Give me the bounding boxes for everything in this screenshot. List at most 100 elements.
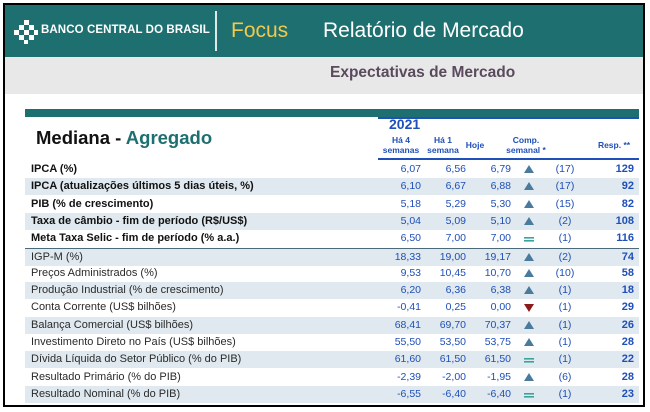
value-four-weeks: -0,41	[397, 301, 421, 314]
responses-count: 22	[621, 353, 634, 366]
weekly-count: (1)	[558, 387, 572, 400]
value-one-week: 6,56	[445, 163, 466, 175]
row-label: Dívida Líquida do Setor Público (% do PI…	[31, 353, 242, 366]
value-one-week: -2,00	[442, 370, 466, 383]
col-header-today: Hoje	[465, 140, 485, 150]
value-one-week: 7,00	[445, 232, 466, 245]
responses-count: 18	[621, 284, 634, 297]
report-frame: BANCO CENTRAL DO BRASIL Focus Relatório …	[3, 3, 645, 407]
value-today: 5,10	[490, 214, 511, 227]
row-label: IPCA (atualizações últimos 5 dias úteis,…	[31, 180, 254, 193]
table-row: Resultado Nominal (% do PIB) -6,55 -6,40 -6…	[25, 385, 639, 403]
table-row: Preços Administrados (%) 9,53 10,45 10,70 (1…	[25, 265, 639, 282]
table-row: IGP-M (%) 18,33 19,00 19,17 (2) 74	[25, 247, 639, 266]
value-four-weeks: -2,39	[397, 370, 421, 383]
responses-count: 116	[616, 232, 634, 245]
weekly-count: (15)	[555, 197, 575, 210]
value-one-week: 5,29	[445, 197, 466, 210]
weekly-count: (1)	[558, 301, 572, 314]
weekly-count: (2)	[558, 214, 572, 227]
banner-divider	[215, 11, 217, 51]
value-today: 6,38	[490, 284, 511, 297]
value-today: 61,50	[484, 353, 511, 366]
value-today: 6,88	[490, 180, 511, 193]
weekly-count: (1)	[558, 232, 572, 245]
col-header-comp-line2: semanal *	[506, 144, 546, 155]
value-one-week: 53,50	[439, 336, 466, 348]
triangle-up-icon	[524, 252, 534, 261]
responses-count: 29	[621, 301, 634, 314]
value-today: 0,00	[490, 301, 511, 314]
table-row: Dívida Líquida do Setor Público (% do PI…	[25, 351, 639, 369]
row-label: Taxa de câmbio - fim de período (R$/US$)	[31, 214, 248, 227]
weekly-count: (6)	[558, 370, 572, 383]
table-row: Balança Comercial (US$ bilhões) 68,41 69,7…	[25, 316, 639, 334]
value-today: 19,17	[484, 250, 511, 263]
responses-count: 92	[621, 180, 634, 193]
table-header-title-area	[25, 117, 378, 160]
value-four-weeks: 5,04	[400, 214, 421, 227]
report-title: Relatório de Mercado	[323, 19, 524, 42]
triangle-up-icon	[524, 286, 534, 295]
value-today: 6,79	[490, 163, 511, 175]
col-header-four-weeks-line2: semanas	[382, 144, 420, 155]
table-row: Produção Industrial (% de crescimento) 6,…	[25, 282, 639, 300]
value-one-week: 6,67	[445, 180, 466, 193]
row-label: Preços Administrados (%)	[31, 266, 158, 279]
value-today: -6,40	[487, 387, 511, 400]
value-four-weeks: 6,50	[400, 232, 421, 245]
weekly-count: (1)	[558, 353, 572, 366]
equal-sign-icon	[524, 392, 534, 398]
page-subtitle: Expectativas de Mercado	[330, 64, 516, 81]
triangle-up-icon	[524, 165, 534, 173]
col-header-four-weeks: Há 4 semanas	[381, 135, 421, 155]
value-today: 5,30	[490, 197, 511, 210]
value-four-weeks: 68,41	[394, 318, 421, 331]
equal-sign-icon	[524, 237, 534, 242]
year-label: 2021	[389, 116, 421, 132]
row-label: IPCA (%)	[31, 163, 78, 175]
responses-count: 28	[621, 370, 634, 383]
triangle-up-icon	[524, 320, 534, 329]
responses-count: 82	[621, 197, 634, 210]
brand-name: BANCO CENTRAL DO BRASIL	[41, 24, 210, 36]
value-today: 7,00	[490, 232, 511, 245]
triangle-up-icon	[524, 182, 534, 191]
value-one-week: 6,36	[445, 284, 466, 297]
responses-count: 26	[621, 318, 634, 331]
focus-label: Focus	[231, 19, 289, 42]
year-header-box	[378, 117, 639, 160]
row-label: Investimento Direto no País (US$ bilhões…	[31, 336, 236, 348]
triangle-up-icon	[524, 199, 534, 208]
bcb-logo-icon	[14, 20, 38, 44]
value-one-week: -6,40	[442, 387, 466, 400]
value-four-weeks: 18,33	[394, 250, 421, 263]
weekly-count: (2)	[558, 250, 572, 263]
value-four-weeks: 55,50	[394, 336, 421, 348]
col-header-comp: Comp. semanal *	[497, 135, 555, 155]
table-row: Taxa de câmbio - fim de período (R$/US$)…	[25, 212, 639, 230]
value-today: -1,95	[487, 370, 511, 383]
table-title: Mediana - Agregado	[36, 127, 212, 149]
table-row: Conta Corrente (US$ bilhões) -0,41 0,25 0,0…	[25, 299, 639, 316]
triangle-down-icon	[524, 304, 534, 313]
col-header-resp: Resp. **	[597, 140, 631, 150]
weekly-count: (10)	[555, 266, 575, 279]
weekly-count: (17)	[555, 180, 575, 193]
value-one-week: 0,25	[445, 301, 466, 314]
col-header-one-week-line2: semana	[427, 144, 459, 155]
row-label: Meta Taxa Selic - fim de período (% a.a.…	[31, 232, 240, 245]
responses-count: 74	[621, 250, 634, 263]
triangle-up-icon	[524, 216, 534, 225]
row-label: Resultado Primário (% do PIB)	[31, 370, 181, 383]
value-four-weeks: 61,60	[394, 353, 421, 366]
table-row: Resultado Primário (% do PIB) -2,39 -2,00 -…	[25, 369, 639, 386]
responses-count: 108	[615, 214, 634, 227]
row-label: Conta Corrente (US$ bilhões)	[31, 301, 176, 314]
row-label: Produção Industrial (% de crescimento)	[31, 284, 224, 297]
table-title-agregado: Agregado	[125, 127, 213, 148]
header-banner: BANCO CENTRAL DO BRASIL Focus Relatório …	[5, 5, 643, 57]
triangle-up-icon	[524, 372, 534, 381]
col-header-one-week: Há 1 semana	[425, 135, 461, 155]
value-one-week: 69,70	[439, 318, 466, 331]
